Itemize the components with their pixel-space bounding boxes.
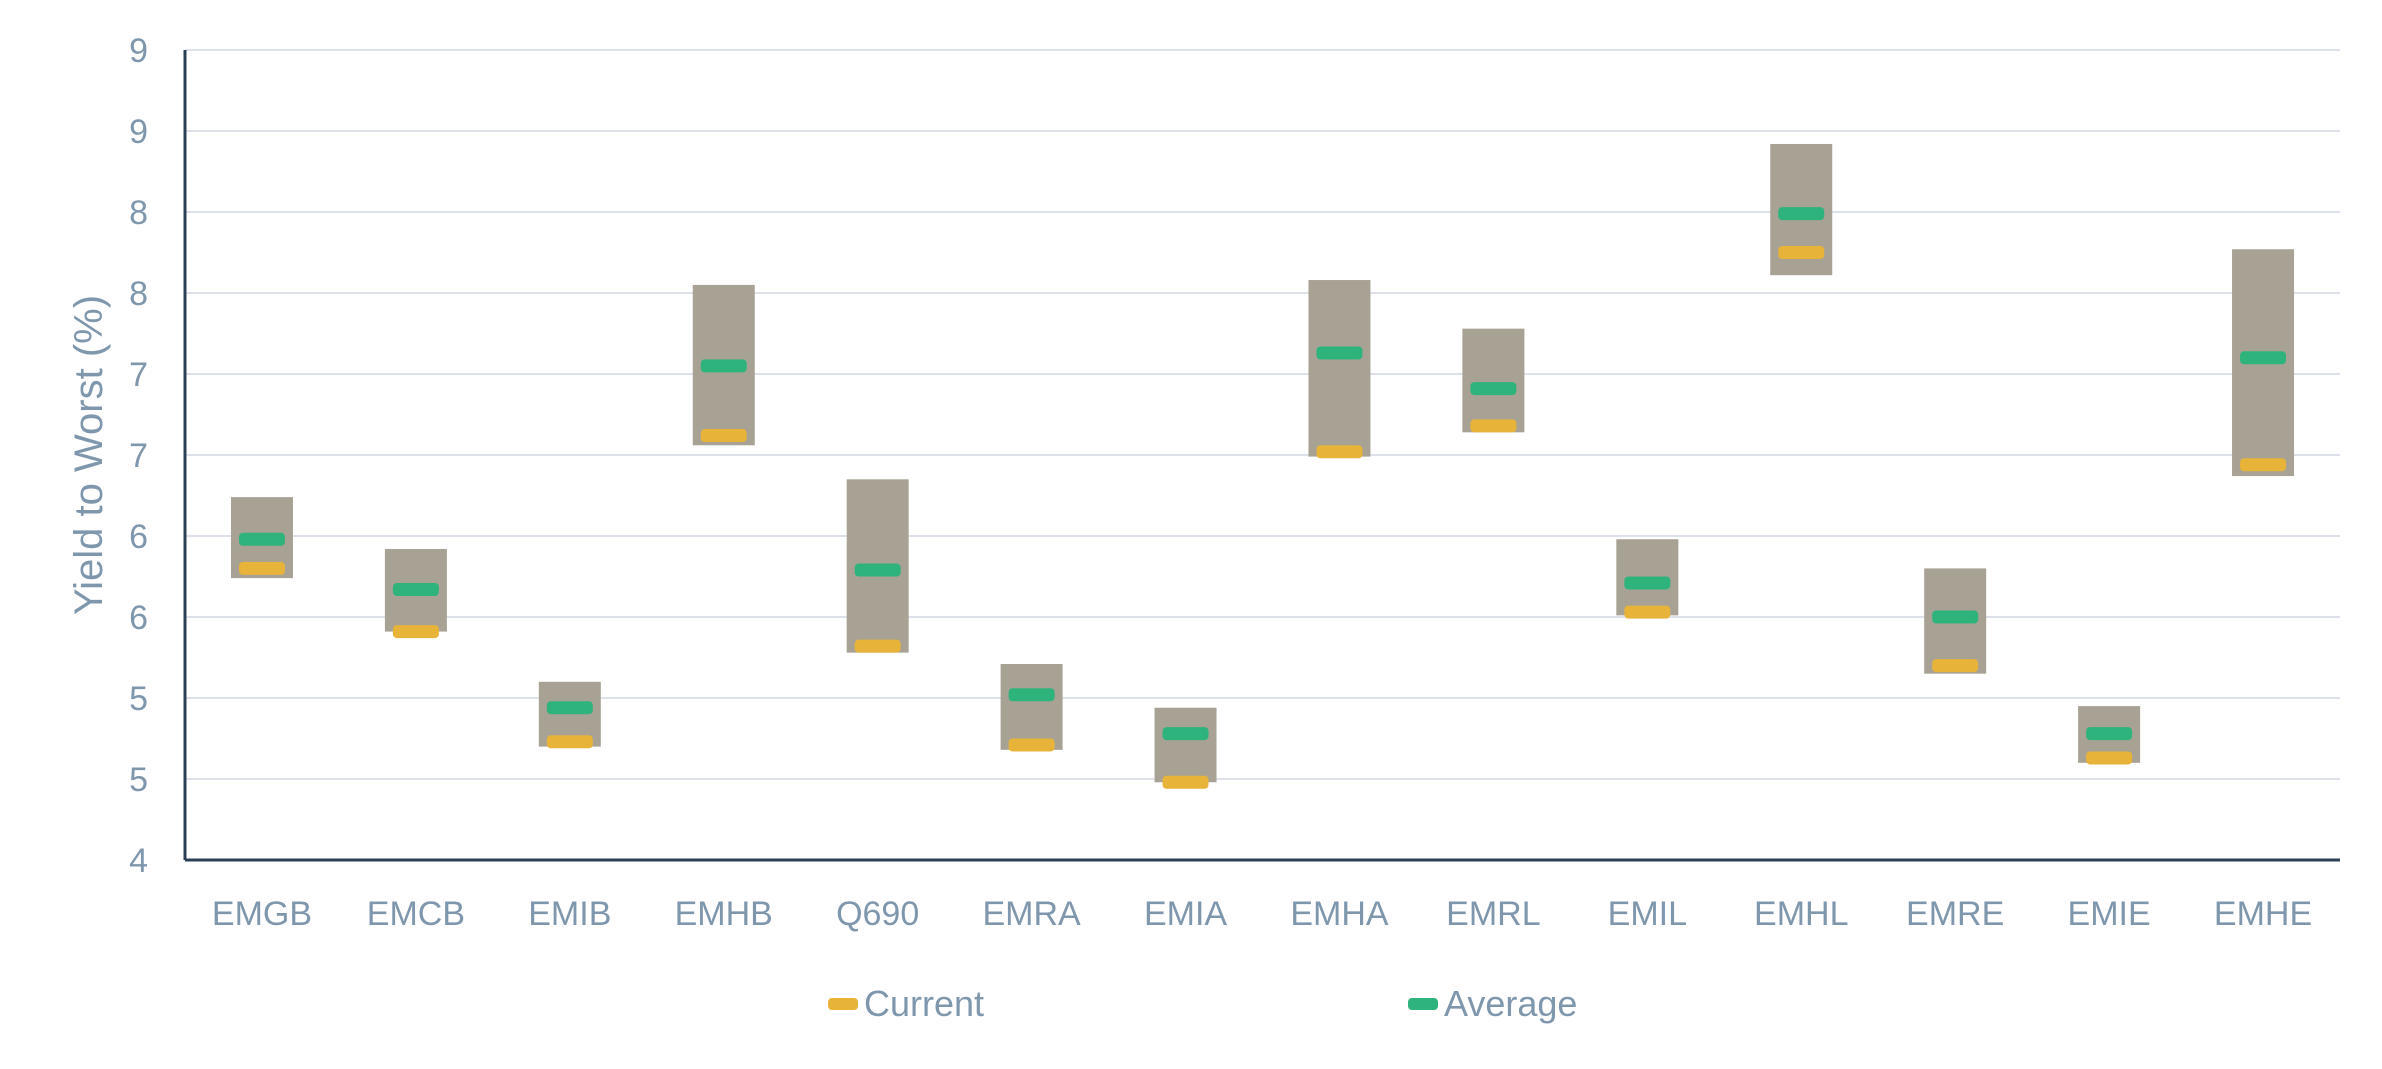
x-tick-label: EMIB: [528, 895, 611, 933]
x-tick-label: EMHB: [675, 895, 773, 933]
y-tick-label: 7: [129, 356, 148, 394]
legend-swatch-average: [1408, 998, 1438, 1010]
y-tick-label: 9: [129, 113, 148, 151]
legend-label-average: Average: [1444, 983, 1577, 1024]
yield-range-chart: 4 5 5 6 6 7 7 8 8 9 9 EMGB EMCB EMIB EMHB Q690 EMRA EMIA…: [0, 0, 2382, 1069]
y-tick-label: 8: [129, 275, 148, 313]
average-marker-emhe: [2240, 351, 2286, 364]
y-tick-label: 5: [129, 761, 148, 799]
y-tick-label: 9: [129, 32, 148, 70]
average-marker-emrl: [1470, 382, 1516, 395]
average-marker-emre: [1932, 611, 1978, 624]
current-marker-emra: [1009, 738, 1055, 751]
average-marker-emie: [2086, 727, 2132, 740]
current-marker-emib: [547, 735, 593, 748]
x-tick-label: EMGB: [212, 895, 312, 933]
x-tick-label: EMRA: [982, 895, 1081, 933]
x-tick-label: EMIL: [1608, 895, 1687, 933]
range-bars: [231, 144, 2294, 782]
y-axis-title: Yield to Worst (%): [67, 295, 111, 615]
x-tick-label: EMHL: [1754, 895, 1848, 933]
average-marker-emil: [1624, 576, 1670, 589]
current-marker-emhe: [2240, 458, 2286, 471]
x-tick-label: EMIA: [1144, 895, 1227, 933]
average-marker-q690: [855, 564, 901, 577]
current-marker-emcb: [393, 625, 439, 638]
x-tick-label: EMIE: [2068, 895, 2151, 933]
current-marker-emhb: [701, 429, 747, 442]
x-tick-label: EMRL: [1446, 895, 1540, 933]
x-tick-labels: EMGB EMCB EMIB EMHB Q690 EMRA EMIA EMHA EMRL EMIL…: [212, 895, 2312, 933]
average-marker-emgb: [239, 533, 285, 546]
average-marker-emhl: [1778, 207, 1824, 220]
range-bar-emia: [1155, 708, 1217, 783]
average-marker-emcb: [393, 583, 439, 596]
range-bar-emrl: [1462, 329, 1524, 433]
x-tick-label: EMHA: [1290, 895, 1389, 933]
y-tick-label: 8: [129, 194, 148, 232]
x-tick-label: EMRE: [1906, 895, 2004, 933]
x-tick-label: Q690: [836, 895, 919, 933]
current-marker-emrl: [1470, 419, 1516, 432]
y-tick-label: 5: [129, 680, 148, 718]
current-marker-emre: [1932, 659, 1978, 672]
average-marker-emra: [1009, 688, 1055, 701]
current-marker-emgb: [239, 562, 285, 575]
y-tick-label: 6: [129, 518, 148, 556]
y-tick-labels: 4 5 5 6 6 7 7 8 8 9 9: [129, 32, 148, 880]
average-marker-emha: [1316, 346, 1362, 359]
current-marker-q690: [855, 640, 901, 653]
x-tick-label: EMHE: [2214, 895, 2312, 933]
average-marker-emib: [547, 701, 593, 714]
chart-container: 4 5 5 6 6 7 7 8 8 9 9 EMGB EMCB EMIB EMHB Q690 EMRA EMIA…: [0, 0, 2382, 1069]
legend: Current Average: [828, 983, 1577, 1024]
legend-label-current: Current: [864, 983, 984, 1024]
range-bar-emha: [1308, 280, 1370, 457]
y-tick-label: 7: [129, 437, 148, 475]
current-marker-emha: [1316, 445, 1362, 458]
current-marker-emil: [1624, 606, 1670, 619]
average-marker-emia: [1163, 727, 1209, 740]
legend-swatch-current: [828, 998, 858, 1010]
y-tick-label: 4: [129, 842, 148, 880]
grid-lines: [185, 50, 2340, 779]
range-bar-emra: [1001, 664, 1063, 750]
y-tick-label: 6: [129, 599, 148, 637]
average-marker-emhb: [701, 359, 747, 372]
x-tick-label: EMCB: [367, 895, 465, 933]
current-marker-emie: [2086, 751, 2132, 764]
current-marker-emia: [1163, 776, 1209, 789]
current-marker-emhl: [1778, 246, 1824, 259]
